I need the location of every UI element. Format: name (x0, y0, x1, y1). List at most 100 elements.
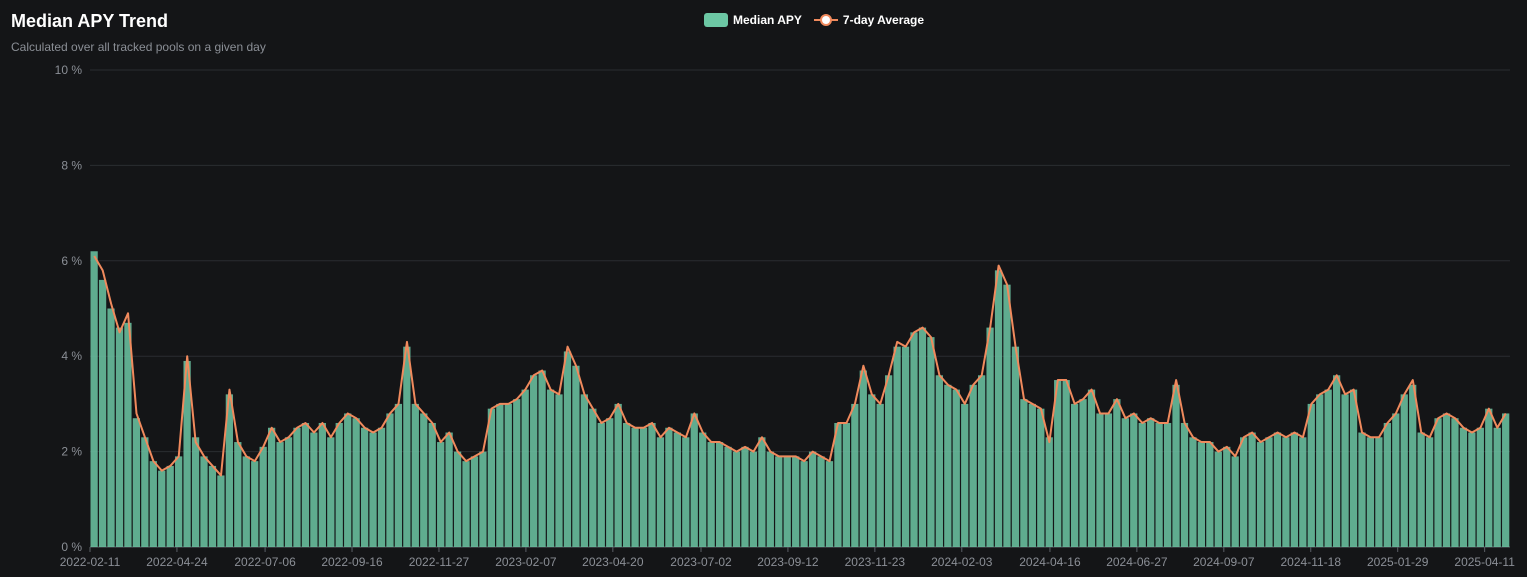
apy-bar (538, 370, 546, 547)
apy-bar (1155, 422, 1163, 547)
apy-bar (597, 422, 605, 547)
x-tick-label: 2024-06-27 (1106, 555, 1168, 569)
apy-bar (1037, 408, 1045, 547)
apy-bar (1316, 394, 1324, 547)
apy-bar (732, 451, 741, 547)
apy-bar (335, 422, 343, 547)
apy-bar (217, 475, 225, 547)
apy-bar (403, 346, 411, 547)
apy-bar (445, 432, 453, 547)
apy-bar (1324, 389, 1332, 547)
apy-bar (462, 461, 470, 547)
x-tick-label: 2023-07-02 (670, 555, 732, 569)
apy-bar (90, 251, 98, 547)
apy-bar (132, 418, 141, 547)
apy-bar (868, 394, 876, 547)
legend-item-7day-average[interactable]: 7-day Average (813, 13, 925, 27)
apy-bar (1096, 413, 1104, 547)
apy-bar (825, 461, 834, 547)
apy-bar (1341, 394, 1349, 547)
apy-bar (1434, 418, 1442, 547)
apy-bar (842, 422, 851, 547)
apy-bar (724, 446, 732, 547)
apy-bar (1172, 384, 1180, 547)
apy-bar (1256, 442, 1265, 547)
apy-bar (715, 442, 724, 547)
apy-bar (792, 456, 800, 547)
apy-bar (682, 437, 690, 547)
apy-bar (1307, 403, 1315, 547)
chart-title: Median APY Trend (11, 11, 169, 31)
apy-bar (360, 427, 369, 547)
y-tick-label: 10 % (55, 63, 83, 77)
apy-bar (149, 461, 157, 547)
x-tick-label: 2023-04-20 (582, 555, 644, 569)
apy-bar (631, 427, 639, 547)
apy-bar (563, 351, 572, 547)
apy-bar (1333, 375, 1341, 547)
apy-bar (1113, 399, 1121, 547)
apy-bar (1189, 437, 1197, 547)
apy-bar (504, 403, 512, 547)
apy-bar (1502, 413, 1510, 547)
apy-bar (183, 360, 191, 547)
apy-bar (623, 422, 631, 547)
legend-item-median-apy[interactable]: Median APY (704, 13, 802, 27)
apy-bar (808, 451, 817, 547)
apy-bar (1240, 437, 1248, 547)
apy-bar (394, 403, 403, 547)
apy-bar (1459, 427, 1468, 547)
apy-bar (225, 394, 233, 547)
apy-bar (191, 437, 200, 547)
apy-bar (1054, 380, 1062, 547)
apy-bar (961, 403, 969, 547)
apy-bar (580, 394, 588, 547)
apy-bar (479, 451, 487, 547)
apy-bar (1493, 427, 1501, 547)
apy-bar (690, 413, 698, 547)
apy-bar (208, 465, 217, 547)
bar-swatch-icon (704, 13, 728, 27)
apy-bar (327, 437, 335, 547)
apy-bar (1206, 442, 1214, 547)
apy-bar (1299, 437, 1307, 547)
apy-bar (1282, 437, 1290, 547)
apy-bar (606, 418, 614, 547)
apy-bar (268, 427, 276, 547)
apy-bar (969, 384, 977, 547)
apy-bar (428, 422, 436, 547)
apy-bar (589, 408, 597, 547)
apy-bar (1147, 418, 1155, 547)
apy-bar (994, 270, 1003, 547)
y-tick-label: 4 % (61, 349, 82, 363)
apy-bar (639, 427, 648, 547)
apy-bar (1003, 284, 1011, 547)
apy-bar (1028, 403, 1036, 547)
apy-bar (1214, 451, 1222, 547)
x-tick-label: 2024-02-03 (931, 555, 993, 569)
apy-bar (665, 427, 673, 547)
apy-bar (749, 451, 758, 547)
apy-bar (707, 442, 715, 547)
apy-bar (876, 403, 884, 547)
apy-bar (1366, 437, 1375, 547)
x-tick-label: 2025-01-29 (1367, 555, 1429, 569)
legend: Median APY 7-day Average (704, 13, 936, 27)
y-tick-label: 8 % (61, 158, 82, 172)
apy-bar (1011, 346, 1020, 547)
x-tick-label: 2024-04-16 (1019, 555, 1081, 569)
apy-bar (200, 456, 208, 547)
legend-label-7day-average: 7-day Average (842, 13, 925, 27)
apy-bar (859, 370, 867, 547)
apy-bar (276, 442, 284, 547)
apy-bar (1130, 413, 1138, 547)
apy-bar (673, 432, 681, 547)
apy-bar (1180, 422, 1189, 547)
apy-bar (978, 375, 986, 547)
apy-bar (1442, 413, 1451, 547)
apy-bar (293, 427, 301, 547)
apy-bar (1273, 432, 1282, 547)
apy-bar (817, 456, 825, 547)
apy-bar (1476, 427, 1484, 547)
